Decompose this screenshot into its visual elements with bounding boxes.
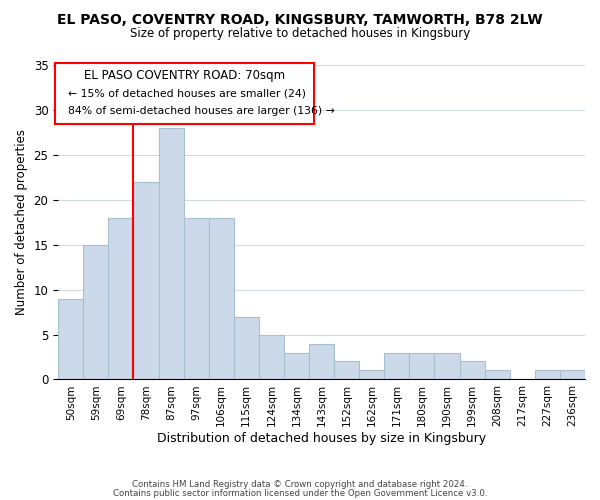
Bar (309, 344, 334, 380)
Text: Contains HM Land Registry data © Crown copyright and database right 2024.: Contains HM Land Registry data © Crown c… (132, 480, 468, 489)
Text: ← 15% of detached houses are smaller (24): ← 15% of detached houses are smaller (24… (68, 88, 306, 99)
Bar (560, 370, 585, 380)
Bar (485, 370, 510, 380)
Text: 84% of semi-detached houses are larger (136) →: 84% of semi-detached houses are larger (… (68, 106, 335, 117)
Bar (158, 128, 184, 380)
Bar (359, 370, 384, 380)
Bar (234, 316, 259, 380)
Text: EL PASO COVENTRY ROAD: 70sqm: EL PASO COVENTRY ROAD: 70sqm (84, 68, 285, 82)
Bar (384, 352, 409, 380)
Bar (284, 352, 309, 380)
Bar (133, 182, 158, 380)
Bar (58, 298, 83, 380)
Text: Contains public sector information licensed under the Open Government Licence v3: Contains public sector information licen… (113, 488, 487, 498)
Bar (259, 334, 284, 380)
Bar (334, 362, 359, 380)
X-axis label: Distribution of detached houses by size in Kingsbury: Distribution of detached houses by size … (157, 432, 486, 445)
Bar (184, 218, 209, 380)
Bar (209, 218, 234, 380)
Text: Size of property relative to detached houses in Kingsbury: Size of property relative to detached ho… (130, 28, 470, 40)
Bar (409, 352, 434, 380)
Y-axis label: Number of detached properties: Number of detached properties (15, 129, 28, 315)
Bar (109, 218, 133, 380)
Bar (83, 244, 109, 380)
Bar (460, 362, 485, 380)
Text: EL PASO, COVENTRY ROAD, KINGSBURY, TAMWORTH, B78 2LW: EL PASO, COVENTRY ROAD, KINGSBURY, TAMWO… (57, 12, 543, 26)
Bar (434, 352, 460, 380)
Bar (535, 370, 560, 380)
